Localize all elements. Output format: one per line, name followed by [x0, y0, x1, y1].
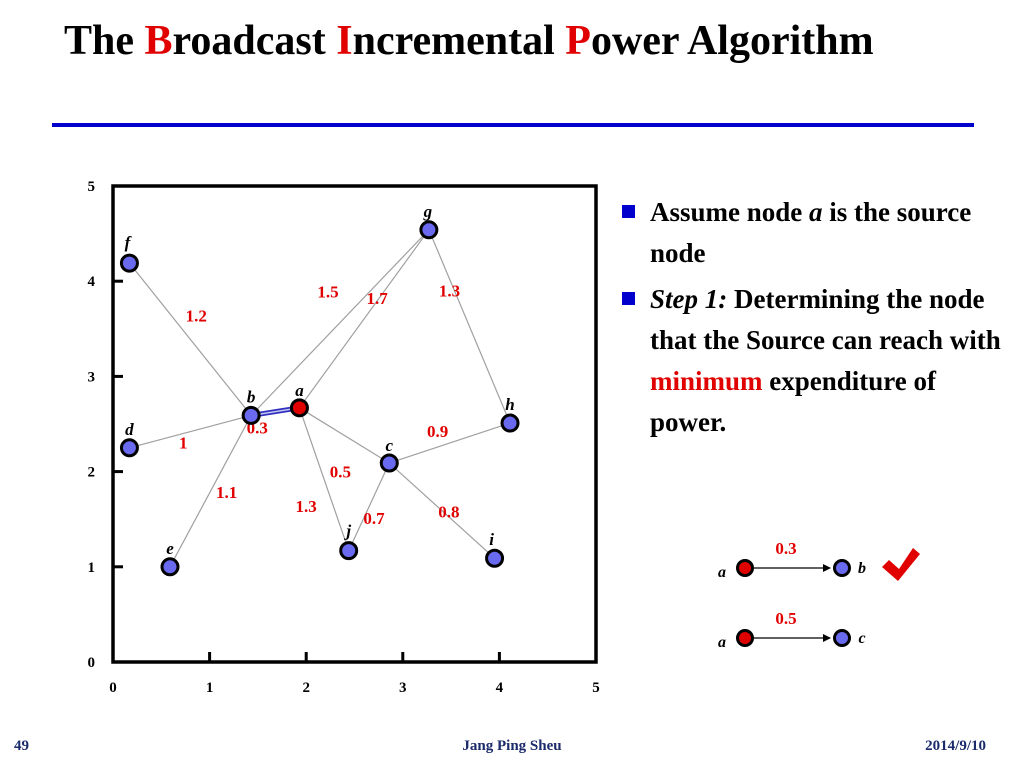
plot-frame [111, 184, 598, 664]
title-text: roadcast [172, 18, 337, 64]
node-h [500, 413, 520, 433]
title-rule [52, 123, 974, 127]
node-label-b: b [247, 387, 256, 406]
bullet-square-icon [622, 292, 635, 305]
node-label-e: e [166, 539, 174, 558]
x-tick-label: 4 [496, 680, 504, 696]
node-label-g: g [423, 202, 433, 221]
edge-weight-label: 0.9 [427, 422, 448, 441]
legend-arrowhead-icon [823, 564, 831, 572]
title-text: ncremental [352, 18, 566, 64]
bullet-list: Assume node a is the source node Step 1: … [622, 192, 1007, 443]
legend-node-b [833, 559, 851, 577]
legend-weight-label: 0.3 [775, 539, 796, 558]
legend-node-a [736, 559, 754, 577]
y-tick-label: 1 [88, 560, 96, 576]
node-d [119, 438, 139, 458]
node-b [241, 405, 261, 425]
legend-from-label: a [718, 564, 726, 581]
edge-b-f [128, 262, 252, 416]
slide-title: The Broadcast Incremental Power Algorith… [64, 14, 984, 68]
node-label-d: d [125, 420, 134, 439]
edge-weight-label: 0.7 [363, 509, 385, 528]
footer-author: Jang Ping Sheu [462, 738, 562, 754]
edge-weight-label: 0.5 [330, 462, 351, 481]
title-initial-letter: I [336, 18, 353, 64]
legend-to-label: c [858, 630, 865, 647]
legend-from-label: a [718, 634, 726, 651]
edge-weight-label: 0.8 [438, 503, 459, 522]
edge-weight-label: 1.2 [186, 306, 207, 325]
legend-arrowhead-icon [823, 634, 831, 642]
footer-date: 2014/9/10 [925, 738, 986, 754]
x-tick-label: 2 [302, 680, 310, 696]
edge-a-j [298, 407, 350, 551]
bullet-item: Assume node a is the source node [622, 192, 1007, 274]
x-tick-label: 1 [206, 680, 214, 696]
edge-c-j [348, 462, 390, 551]
bullet-text: minimum [650, 366, 763, 396]
edge-weight-label: 1.3 [295, 497, 316, 516]
graph-edge-weights: 0.30.51.71.31.211.11.5 1.30.90.80.7 [179, 281, 460, 527]
node-label-j: j [343, 522, 351, 541]
node-label-c: c [386, 436, 394, 455]
node-f [119, 253, 139, 273]
edge-b-g [250, 229, 430, 416]
title-text: ower Algorithm [590, 18, 874, 64]
node-a-source [289, 398, 309, 418]
checkmark-icon [882, 548, 920, 581]
bullet-item: Step 1: Determining the node that the So… [622, 279, 1007, 443]
title-initial-letter: B [144, 18, 173, 64]
node-e [160, 557, 180, 577]
x-tick-label: 3 [399, 680, 407, 696]
edge-weight-label: 1.3 [439, 281, 460, 300]
legend-node-a [736, 629, 754, 647]
edge-weight-label: 1.1 [216, 483, 237, 502]
node-label-a: a [295, 381, 304, 400]
bullet-text: Determining the node that the Source can… [650, 284, 1001, 355]
graph-nodes [119, 220, 520, 577]
node-i [485, 548, 505, 568]
bullet-square-icon [622, 205, 635, 218]
node-label-h: h [505, 395, 514, 414]
bullet-text: Assume node [650, 197, 810, 227]
node-label-f: f [125, 233, 133, 252]
x-tick-label: 0 [109, 680, 117, 696]
y-tick-label: 0 [88, 655, 96, 671]
edge-weight-label: 1 [179, 434, 188, 453]
edge-c-i [388, 462, 495, 559]
page-number: 49 [14, 738, 29, 754]
title-text: The [64, 18, 145, 64]
title-initial-letter: P [565, 18, 591, 64]
edge-g-h [428, 229, 511, 424]
node-label-i: i [489, 530, 494, 549]
edge-b-d [129, 414, 252, 449]
edge-weight-label: 1.5 [317, 283, 338, 302]
y-tick-label: 4 [88, 274, 96, 290]
graph-axes: 0 1 2 3 4 5 0 1 2 3 4 5 [88, 179, 600, 696]
bullet-text: is the source node [650, 197, 972, 268]
y-tick-label: 3 [88, 369, 96, 385]
legend-to-label: b [858, 560, 866, 577]
edge-weight-label: 1.7 [367, 289, 389, 308]
x-tick-label: 5 [592, 680, 600, 696]
node-j [339, 541, 359, 561]
y-tick-label: 2 [88, 465, 96, 481]
bullet-text: Step 1: [650, 284, 728, 314]
graph-edges [128, 229, 511, 568]
legend-node-c [833, 629, 851, 647]
edge-a-c [299, 407, 390, 464]
bullet-text: expenditure of power. [650, 366, 937, 437]
node-c [379, 453, 399, 473]
y-tick-label: 5 [88, 179, 96, 195]
bullet-text: a [809, 197, 823, 227]
node-g [419, 220, 439, 240]
edge-a-g [298, 229, 430, 409]
edge-b-e [169, 415, 252, 568]
step-legend: a b 0.3 a c 0.5 [718, 539, 920, 651]
graph-node-labels: a b c d e f g h i j [125, 202, 515, 558]
legend-weight-label: 0.5 [775, 609, 796, 628]
edge-c-h [389, 422, 511, 464]
